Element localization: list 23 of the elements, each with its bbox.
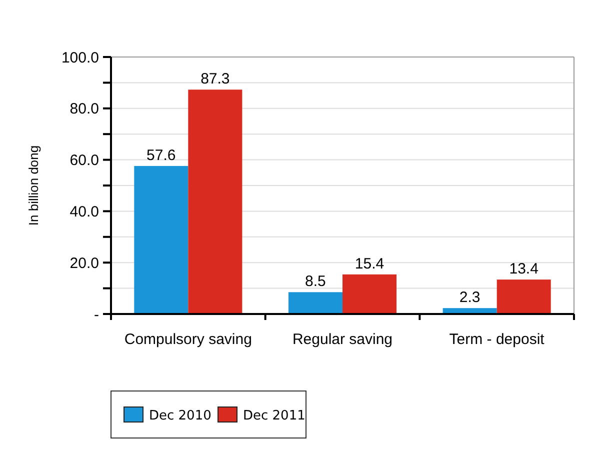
data-label: 13.4: [509, 260, 538, 278]
legend-label: Dec 2011: [243, 408, 306, 424]
y-tick-label: 100.0: [61, 49, 99, 66]
x-tick-label: Regular saving: [292, 331, 393, 348]
y-tick-label: 60.0: [70, 152, 99, 170]
bar: [188, 90, 242, 314]
data-label: 15.4: [354, 255, 384, 272]
data-label: 2.3: [459, 289, 480, 306]
bar: [288, 292, 342, 314]
x-tick-label: Term - deposit: [449, 331, 546, 348]
data-label: 8.5: [305, 273, 326, 290]
data-label: 57.6: [146, 146, 176, 164]
data-label: 87.3: [200, 70, 230, 88]
y-axis-title: In billion dong: [26, 145, 41, 226]
y-tick-label: 40.0: [70, 203, 99, 220]
y-tick-label: -: [94, 306, 99, 324]
y-tick-label: 80.0: [70, 100, 99, 118]
bar: [134, 166, 188, 314]
x-tick-label: Compulsory saving: [124, 331, 252, 348]
bar: [342, 274, 397, 314]
bar: [496, 280, 551, 314]
legend-label: Dec 2010: [149, 408, 212, 424]
y-tick-label: 20.0: [70, 254, 99, 272]
